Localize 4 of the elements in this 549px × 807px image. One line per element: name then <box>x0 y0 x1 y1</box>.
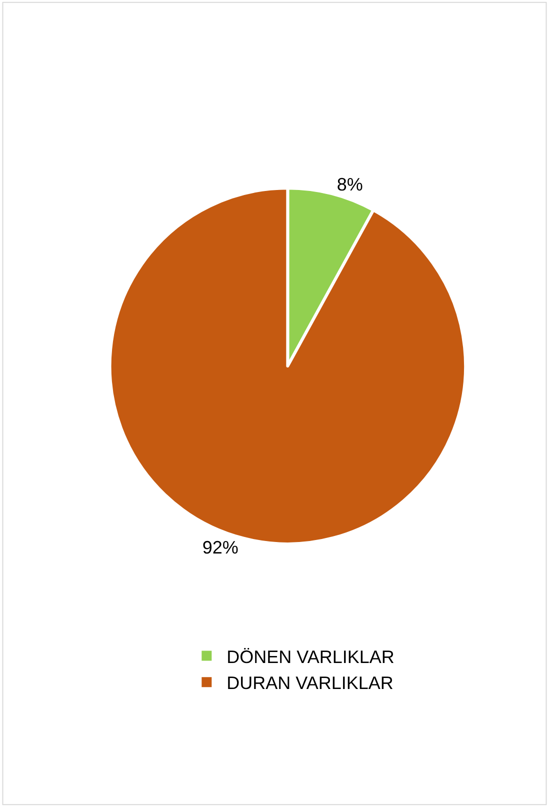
legend-label: DÖNEN VARLIKLAR <box>226 646 394 667</box>
data-label: 8% <box>336 174 363 194</box>
data-label: 92% <box>202 538 238 558</box>
legend-label: DURAN VARLIKLAR <box>226 673 394 694</box>
